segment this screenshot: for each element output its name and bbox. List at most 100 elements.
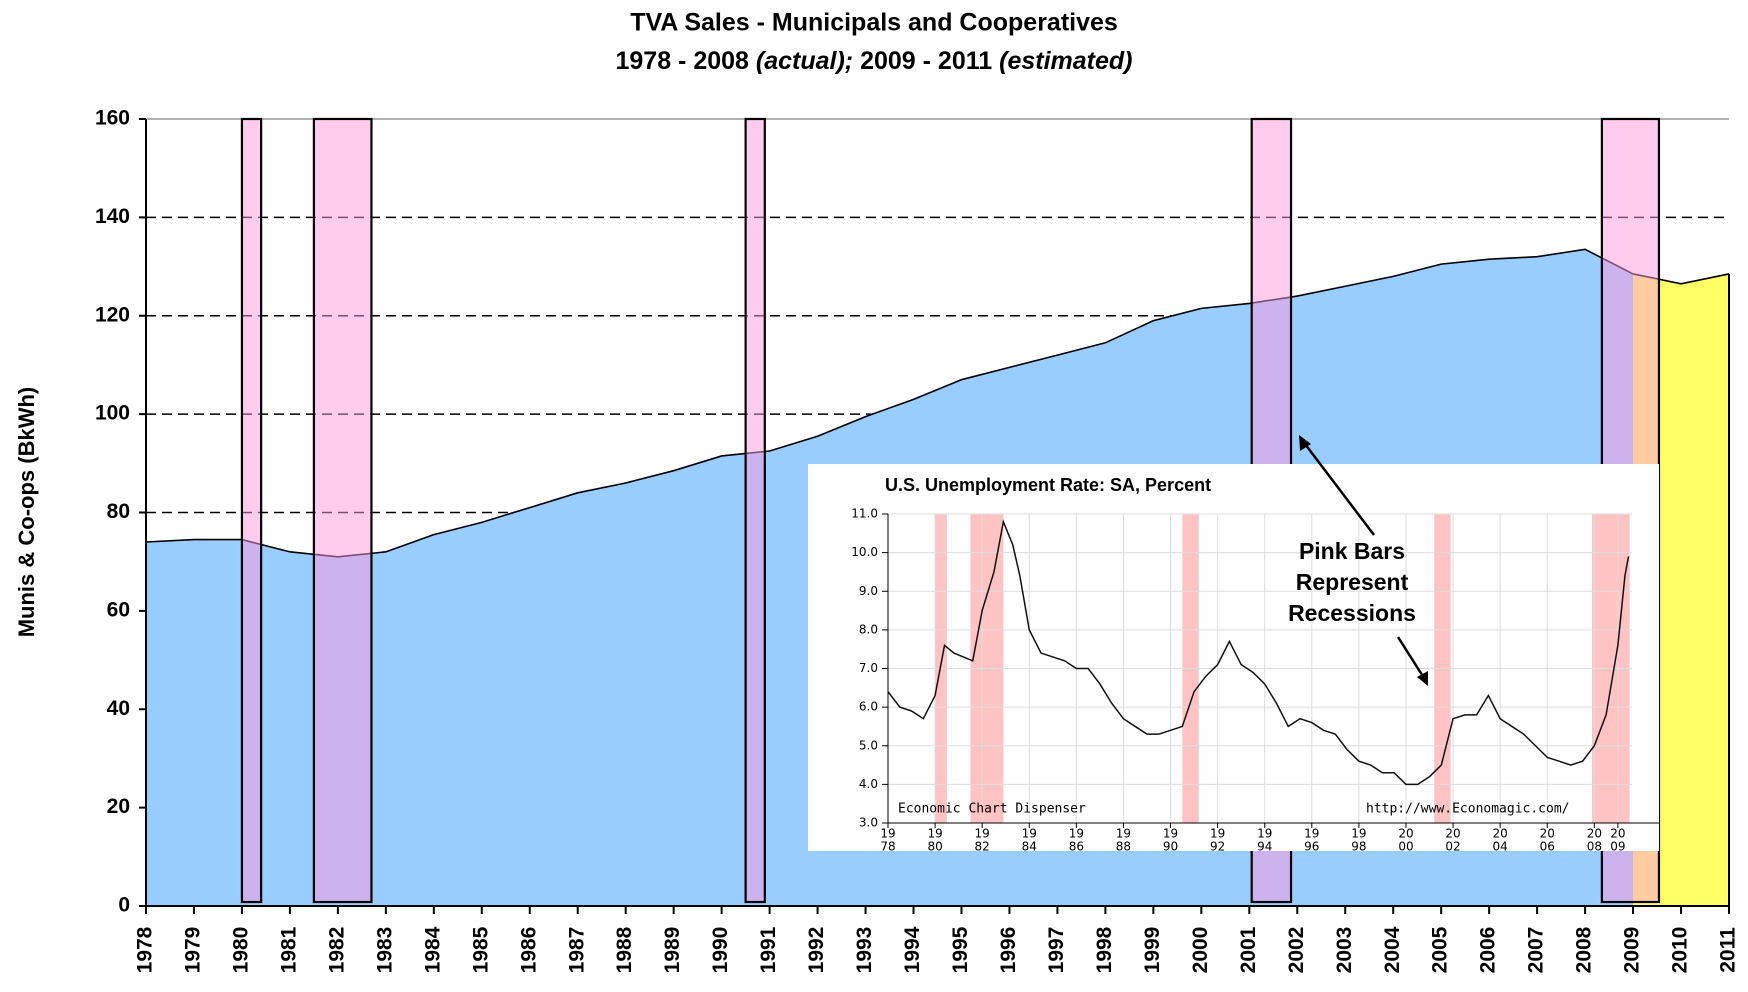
recession-bar: [242, 119, 261, 902]
x-tick-label: 19: [1163, 827, 1178, 841]
x-tick-label: 1991: [757, 926, 780, 973]
x-tick-label: 1994: [901, 926, 924, 973]
x-tick-label: 92: [1210, 840, 1225, 854]
x-tick-label: 88: [1116, 840, 1131, 854]
x-tick-label: 1982: [325, 927, 348, 974]
y-tick-label: 140: [95, 205, 130, 228]
x-tick-label: 19: [1116, 827, 1131, 841]
x-tick-label: 2007: [1525, 927, 1548, 974]
x-tick-label: 1988: [613, 926, 636, 973]
chart: TVA Sales - Municipals and Cooperatives …: [0, 0, 1748, 992]
y-tick-label: 10.0: [851, 545, 878, 559]
y-axis-label: Munis & Co-ops (BkWh): [14, 387, 39, 638]
x-tick-label: 00: [1398, 840, 1413, 854]
x-tick-label: 78: [880, 840, 895, 854]
y-tick-label: 0: [118, 894, 130, 917]
x-tick-label: 84: [1022, 840, 1037, 854]
x-tick-label: 2006: [1477, 927, 1500, 974]
x-tick-label: 1986: [517, 927, 540, 974]
x-tick-label: 20: [1540, 827, 1555, 841]
x-tick-label: 1984: [421, 926, 444, 973]
chart-subtitle: 1978 - 2008 (actual); 2009 - 2011 (estim…: [616, 47, 1133, 75]
x-tick-label: 1981: [277, 926, 300, 973]
x-tick-label: 2005: [1429, 926, 1452, 973]
x-tick-label: 1998: [1093, 926, 1116, 973]
source-note: http://www.Economagic.com/: [1366, 802, 1570, 817]
x-tick-label: 1987: [565, 927, 588, 974]
x-tick-label: 1990: [709, 927, 732, 974]
annotation-text: Pink Bars: [1299, 538, 1405, 564]
x-tick-label: 19: [1210, 827, 1225, 841]
y-tick-label: 4.0: [859, 777, 878, 791]
x-tick-label: 2002: [1285, 927, 1308, 974]
source-note: Economic Chart Dispenser: [898, 802, 1086, 817]
y-tick-label: 40: [107, 697, 130, 720]
inset-chart: U.S. Unemployment Rate: SA, Percent 3.0 4…: [808, 464, 1659, 854]
y-tick-label: 120: [95, 303, 130, 326]
y-tick-label: 11.0: [851, 507, 878, 521]
x-tick-label: 1995: [949, 926, 972, 973]
y-tick-label: 20: [107, 795, 130, 818]
x-tick-label: 04: [1493, 840, 1508, 854]
recession-bar: [746, 119, 765, 902]
x-tick-label: 20: [1610, 827, 1625, 841]
x-tick-label: 20: [1493, 827, 1508, 841]
x-tick-label: 86: [1069, 840, 1084, 854]
x-tick-label: 02: [1445, 840, 1460, 854]
x-tick-label: 19: [1257, 827, 1272, 841]
chart-title: TVA Sales - Municipals and Cooperatives: [630, 9, 1118, 37]
y-tick-label: 9.0: [859, 584, 878, 598]
x-tick-label: 19: [1304, 827, 1319, 841]
x-tick-label: 1989: [661, 927, 684, 974]
x-tick-label: 20: [1398, 827, 1413, 841]
y-tick-label: 160: [95, 107, 130, 130]
x-tick-label: 1992: [805, 927, 828, 974]
x-tick-label: 2011: [1717, 927, 1740, 973]
x-tick-label: 1997: [1045, 927, 1068, 974]
x-tick-label: 1996: [997, 927, 1020, 974]
x-tick-label: 2001: [1237, 926, 1260, 973]
x-tick-label: 1985: [469, 926, 492, 973]
x-tick-label: 2010: [1669, 927, 1692, 974]
x-tick-label: 90: [1163, 840, 1178, 854]
inset-title: U.S. Unemployment Rate: SA, Percent: [885, 475, 1211, 495]
x-tick-label: 06: [1540, 840, 1555, 854]
subtitle-part: 2009 - 2011: [860, 47, 992, 75]
x-tick-label: 19: [1351, 827, 1366, 841]
y-tick-label: 100: [95, 402, 130, 425]
annotation-text: Represent: [1296, 569, 1409, 595]
x-tick-label: 94: [1257, 840, 1272, 854]
x-tick-label: 2004: [1381, 926, 1404, 973]
y-tick-label: 60: [107, 598, 130, 621]
x-tick-label: 98: [1351, 840, 1366, 854]
recession-bar: [314, 119, 372, 902]
x-tick-label: 82: [975, 840, 990, 854]
subtitle-part: 1978 - 2008: [616, 47, 750, 75]
x-tick-label: 1999: [1141, 927, 1164, 974]
x-tick-label: 2003: [1333, 927, 1356, 974]
y-tick-label: 80: [107, 500, 130, 523]
x-tick-label: 20: [1445, 827, 1460, 841]
x-tick-label: 1993: [853, 927, 876, 974]
x-tick-label: 19: [880, 827, 895, 841]
x-tick-label: 2008: [1573, 926, 1596, 973]
x-tick-label: 1978: [134, 926, 157, 973]
x-tick-label: 2000: [1189, 927, 1212, 974]
y-tick-label: 3.0: [859, 816, 878, 830]
x-tick-label: 19: [975, 827, 990, 841]
annotation-text: Recessions: [1288, 600, 1416, 626]
y-tick-label: 6.0: [859, 700, 878, 714]
x-tick-label: 19: [927, 827, 942, 841]
x-tick-label: 20: [1587, 827, 1602, 841]
x-tick-label: 80: [927, 840, 942, 854]
x-tick-label: 08: [1587, 840, 1602, 854]
x-tick-label: 1983: [373, 927, 396, 974]
subtitle-part: (estimated): [999, 47, 1132, 75]
x-tick-label: 1979: [182, 927, 205, 974]
x-tick-label: 09: [1610, 840, 1625, 854]
x-tick-label: 96: [1304, 840, 1319, 854]
y-tick-label: 7.0: [859, 661, 878, 675]
x-tick-label: 19: [1022, 827, 1037, 841]
x-tick-label: 1980: [229, 927, 252, 974]
subtitle-part: (actual);: [756, 47, 853, 75]
